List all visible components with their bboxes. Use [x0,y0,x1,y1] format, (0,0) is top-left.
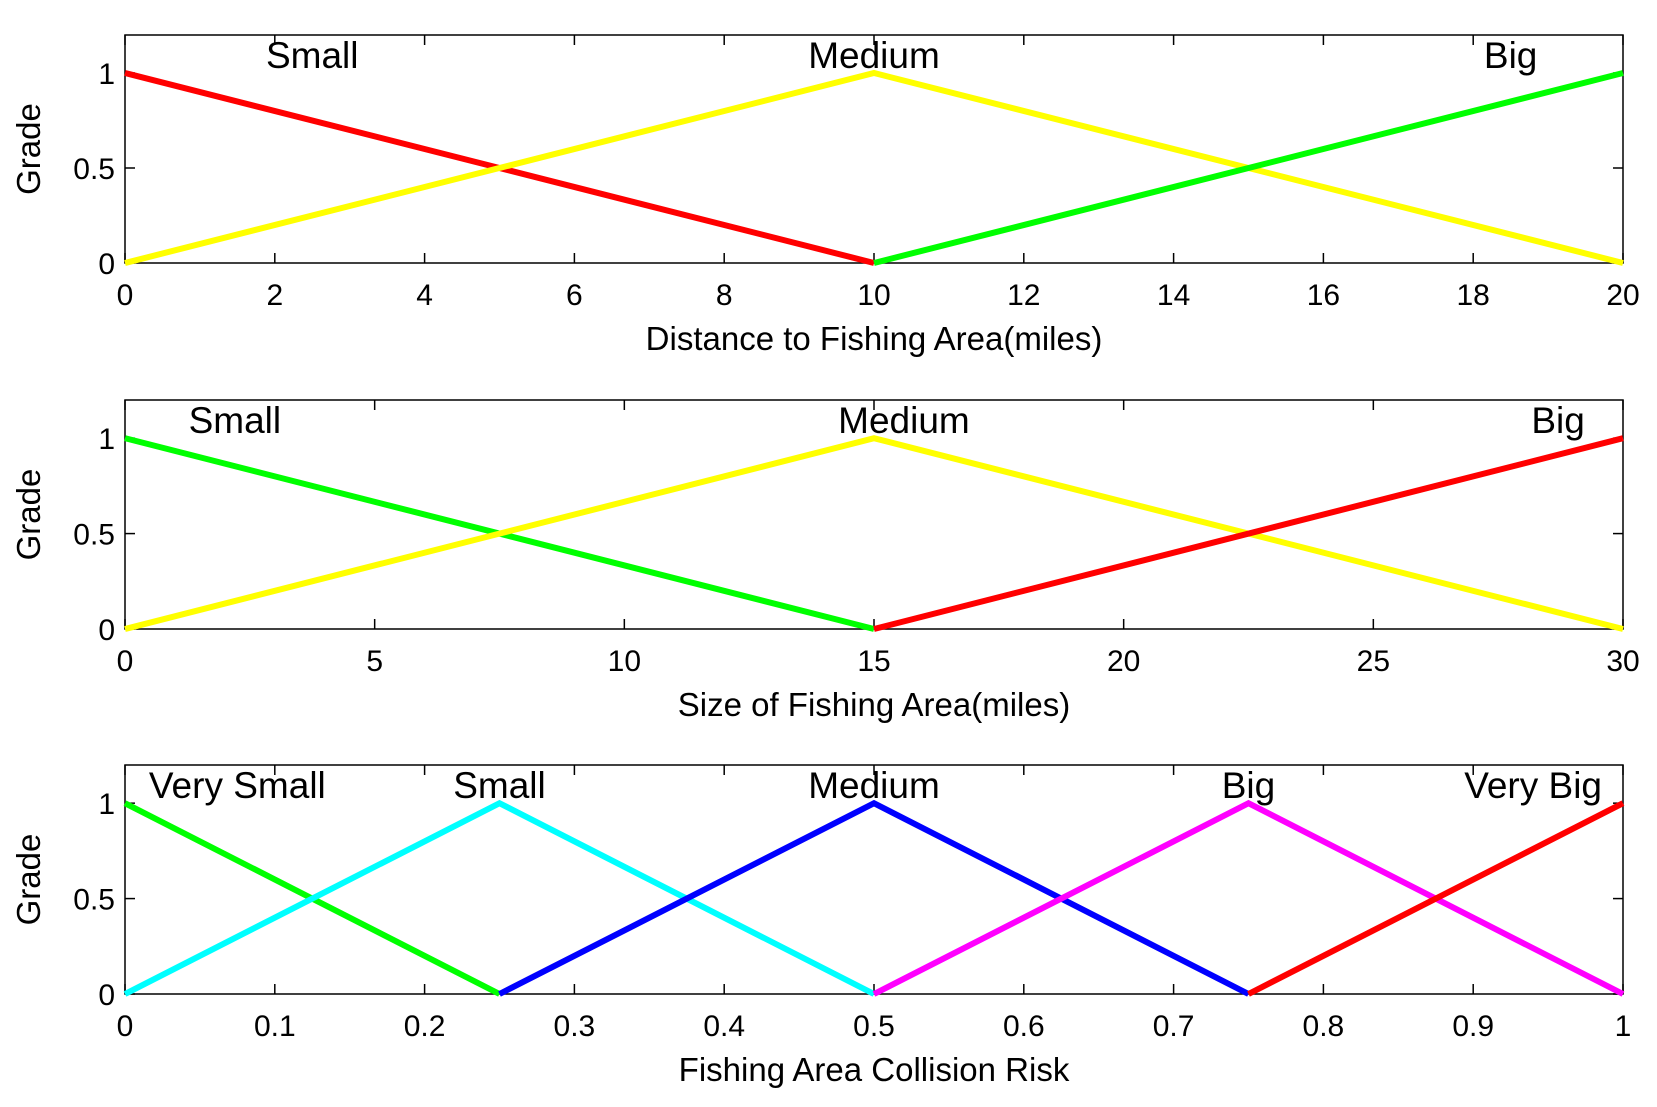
x-tick-label: 0.7 [1153,1010,1195,1043]
series-line-very-big [1247,800,1625,997]
x-tick-label: 0.3 [554,1010,596,1043]
chart-panel-1: 0 2 4 6 8 10 12 14 16 18 20 0 0.5 1 Distance to Fishin… [10,34,1640,357]
series-label-big: Big [1484,35,1537,76]
x-tick-label: 18 [1457,279,1490,312]
x-tick-label: 0.4 [703,1010,745,1043]
series-label-small: Small [453,765,546,806]
x-tick-label: 5 [366,645,383,678]
x-tick-label: 12 [1007,279,1040,312]
y-axis-label: Grade [10,103,47,195]
series-label-medium: Medium [838,400,970,441]
x-tick-label: 1 [1615,1010,1632,1043]
y-axis-label: Grade [10,834,47,926]
y-tick-label: 1 [98,423,115,456]
series-line-big [873,70,1624,266]
x-tick-label: 15 [857,645,890,678]
x-tick-label: 0.8 [1303,1010,1345,1043]
series-line-big [873,435,1624,632]
y-tick-label: 0.5 [73,884,115,917]
y-tick-label: 0 [98,614,115,647]
x-tick-label: 8 [716,279,733,312]
y-tick-label: 1 [98,58,115,91]
series-label-big: Big [1222,765,1275,806]
series-line-big [872,799,1625,997]
x-axis-label: Size of Fishing Area(miles) [678,686,1070,723]
x-tick-label: 4 [416,279,433,312]
x-tick-label: 0.9 [1452,1010,1494,1043]
x-tick-label: 10 [608,645,641,678]
x-tick-label: 0 [117,1010,134,1043]
y-tick-label: 1 [98,788,115,821]
x-tick-label: 25 [1357,645,1390,678]
y-axis-label: Grade [10,469,47,561]
x-tick-label: 14 [1157,279,1190,312]
x-axis-label: Distance to Fishing Area(miles) [646,320,1103,357]
chart-panel-3: 0 0.1 0.2 0.3 0.4 0.5 0.6 0.7 0.8 0.9 1 0 0.5 1 Fishin… [10,764,1632,1088]
x-tick-label: 0 [117,279,134,312]
series-label-very-big: Very Big [1464,765,1602,806]
x-tick-label: 0.1 [254,1010,296,1043]
series-line-small [123,799,876,997]
chart-panel-2: 0 5 10 15 20 25 30 0 0.5 1 Size of Fishing Area(mi… [10,399,1640,723]
series-label-small: Small [189,400,282,441]
x-tick-label: 0.6 [1003,1010,1045,1043]
x-tick-label: 0.2 [404,1010,446,1043]
x-tick-label: 0.5 [853,1010,895,1043]
series-line-medium [124,69,1624,266]
series-line-medium [498,799,1250,997]
x-tick-label: 10 [857,279,890,312]
y-tick-label: 0 [98,248,115,281]
x-tick-label: 6 [566,279,583,312]
y-tick-label: 0 [98,979,115,1012]
x-axis-label: Fishing Area Collision Risk [679,1051,1070,1088]
y-tick-label: 0.5 [73,153,115,186]
x-tick-label: 2 [266,279,283,312]
series-label-medium: Medium [808,35,940,76]
series-label-small: Small [266,35,359,76]
series-label-medium: Medium [808,765,940,806]
series-label-very-small: Very Small [149,765,326,806]
x-tick-label: 16 [1307,279,1340,312]
x-tick-label: 20 [1107,645,1140,678]
y-tick-label: 0.5 [73,519,115,552]
series-label-big: Big [1531,400,1584,441]
x-tick-label: 30 [1606,645,1639,678]
series-line-medium [124,435,1624,632]
x-tick-label: 20 [1606,279,1639,312]
x-tick-label: 0 [117,645,134,678]
